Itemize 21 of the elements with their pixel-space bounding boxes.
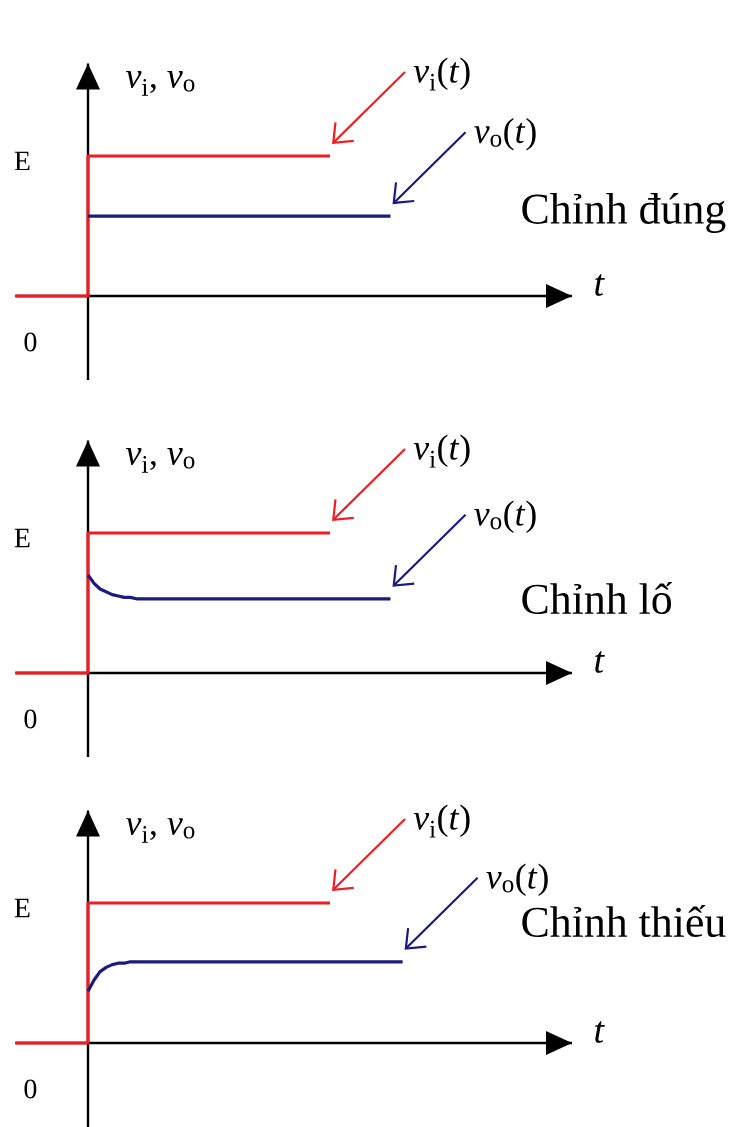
x-axis-title: t (595, 274, 605, 296)
text: v$_{i}$(t) (413, 804, 470, 838)
x-axis-title: t (595, 651, 605, 673)
annotation: E (14, 151, 30, 171)
x-axis-title: t (595, 1021, 605, 1043)
annotation: E (14, 898, 30, 918)
text: 0 (24, 709, 37, 729)
text: v$_{o}$(t) (486, 863, 548, 897)
y-axis-title: v$_{i}$, v$_{o}$ (126, 71, 195, 96)
text: Chỉnh lố (522, 581, 673, 615)
y-axis-title: v$_{i}$, v$_{o}$ (126, 448, 195, 473)
text: 0 (24, 332, 37, 352)
y-axis-title: v$_{i}$, v$_{o}$ (126, 818, 195, 843)
annotation: E (14, 528, 30, 548)
text: 0 (24, 1079, 37, 1099)
text: v$_{o}$(t) (474, 117, 536, 151)
chart-title: Chỉnh thiếu (522, 904, 726, 938)
text: v$_{o}$(t) (474, 500, 536, 534)
text: v$_{i}$(t) (413, 57, 470, 91)
text: v$_{i}$(t) (413, 434, 470, 468)
text: Chỉnh đúng (522, 193, 726, 233)
